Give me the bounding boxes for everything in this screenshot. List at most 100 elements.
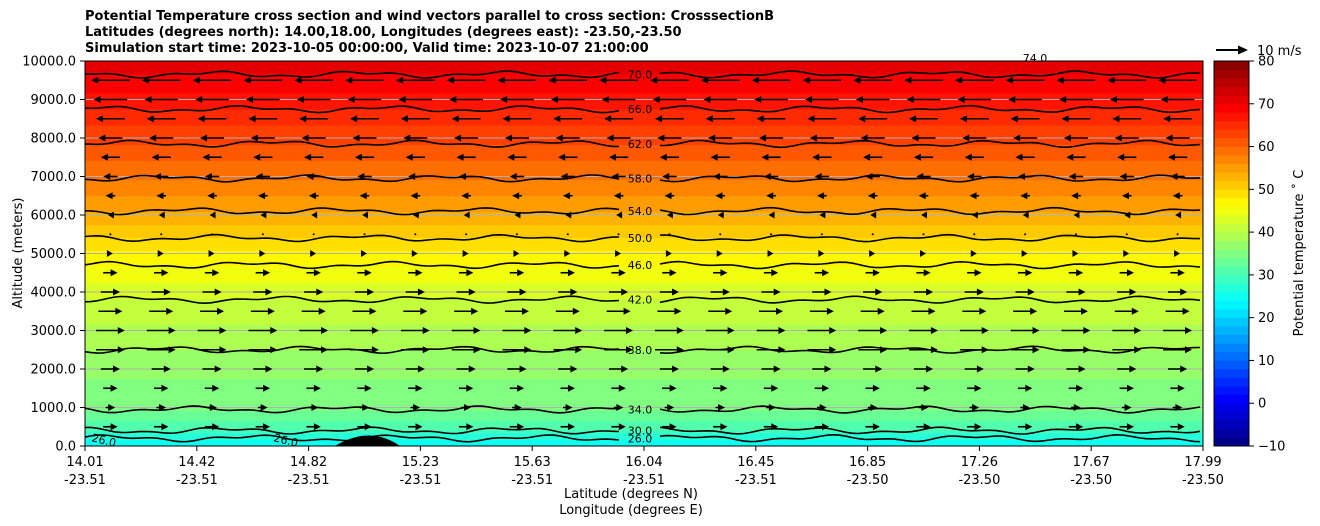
x-tick-label-lon: -23.51 (399, 473, 441, 488)
wind-vector (719, 233, 722, 236)
wind-vector-head (208, 250, 215, 257)
colorbar-segment (1214, 146, 1249, 156)
wind-vector (250, 134, 275, 142)
fill-band (85, 394, 1203, 399)
fill-band (85, 407, 1203, 412)
wind-vector-head (217, 307, 225, 315)
wind-vector (911, 307, 936, 315)
x-tick-label-lon: -23.50 (847, 473, 889, 488)
wind-vector (655, 115, 684, 123)
wind-vector-head (108, 211, 114, 219)
wind-vector (1174, 250, 1180, 257)
wind-vector-head (345, 76, 353, 84)
fill-band (85, 281, 1203, 287)
terrain-bump (335, 435, 400, 446)
wind-vector (964, 288, 984, 296)
fill-band (85, 140, 1203, 145)
wind-vector-head (359, 192, 367, 200)
contour-line-66.0 (85, 104, 1201, 114)
wind-vector (357, 384, 372, 392)
wind-vector (1015, 365, 1035, 373)
wind-vector (149, 307, 174, 315)
wind-vector (91, 76, 130, 84)
wind-vector-head (1158, 76, 1166, 84)
wind-vector-head (1072, 250, 1079, 257)
wind-vector (195, 96, 229, 103)
fill-band (85, 211, 1203, 216)
wind-vector (969, 404, 980, 411)
wind-vector (916, 384, 931, 392)
wind-vector-head (1022, 404, 1030, 411)
wind-vector (1107, 76, 1146, 84)
wind-vector-head (979, 307, 987, 315)
wind-vector-head (1068, 173, 1076, 180)
wind-vector-head (608, 153, 616, 161)
wind-vector-head (819, 404, 827, 411)
fill-band (85, 63, 1203, 68)
fill-band (85, 339, 1203, 344)
wind-vector (967, 384, 982, 392)
wind-vector (261, 233, 264, 236)
wind-vector (347, 96, 382, 103)
wind-vector-head (550, 96, 558, 103)
colorbar: 80 70 60 50 40 30 20 10 0 −10 (1213, 55, 1285, 455)
wind-vector-head (1017, 173, 1025, 180)
wind-vector (705, 115, 735, 123)
wind-vector (103, 423, 118, 431)
wind-vector-head (415, 269, 423, 277)
wind-vector (456, 365, 476, 373)
wind-vector (1063, 307, 1088, 315)
wind-vector (354, 153, 375, 161)
wind-vector (465, 233, 468, 236)
wind-vector-head (1119, 173, 1127, 180)
wind-vector (617, 233, 620, 236)
wind-vector (197, 346, 227, 354)
wind-vector-head (570, 365, 578, 373)
wind-vector (461, 192, 471, 200)
wind-vector-head (308, 192, 316, 200)
wind-vector-head (367, 288, 375, 296)
colorbar-segment (1214, 60, 1249, 70)
wind-vector-head (880, 327, 888, 334)
wind-vector-head (672, 365, 680, 373)
wind-vector-head (768, 211, 775, 219)
wind-vector-head (720, 269, 728, 277)
colorbar-segment (1214, 325, 1249, 336)
wind-vector (655, 346, 684, 354)
wind-vector-head (926, 288, 934, 296)
wind-vector (611, 423, 626, 431)
fill-band (85, 150, 1203, 155)
colorbar-tick-label: 0 (1258, 397, 1266, 412)
wind-vector (553, 327, 583, 334)
wind-vector-head (1078, 288, 1086, 296)
wind-vector (304, 288, 324, 296)
wind-vector-head (918, 192, 926, 200)
wind-vector (1024, 233, 1027, 236)
wind-vector-head (1126, 384, 1134, 392)
wind-vector-head (819, 211, 826, 219)
wind-vector-head (156, 192, 164, 200)
x-tick-label-lat: 14.82 (290, 455, 327, 470)
wind-vector-head (669, 423, 677, 431)
wind-vector (497, 76, 537, 84)
fill-band (85, 358, 1203, 364)
wind-vector-head (1131, 307, 1139, 315)
wind-vector-head (767, 250, 774, 257)
wind-vector-head (778, 346, 786, 354)
wind-vector-head (214, 288, 222, 296)
wind-vector-head (1015, 153, 1023, 161)
wind-vector-head (313, 384, 321, 392)
wind-vector (156, 404, 167, 411)
wind-vector-head (911, 134, 919, 142)
colorbar-tick-label: 30 (1258, 268, 1275, 283)
wind-vector (255, 269, 271, 277)
wind-vector (408, 423, 423, 431)
wind-vector-head (1112, 115, 1120, 123)
wind-vector (710, 365, 730, 373)
wind-vector (142, 76, 181, 84)
contour-label: 58.0 (628, 172, 653, 185)
wind-vector (1175, 211, 1182, 219)
wind-vector (858, 327, 888, 334)
wind-vector-head (151, 153, 159, 161)
wind-vector (918, 404, 929, 411)
